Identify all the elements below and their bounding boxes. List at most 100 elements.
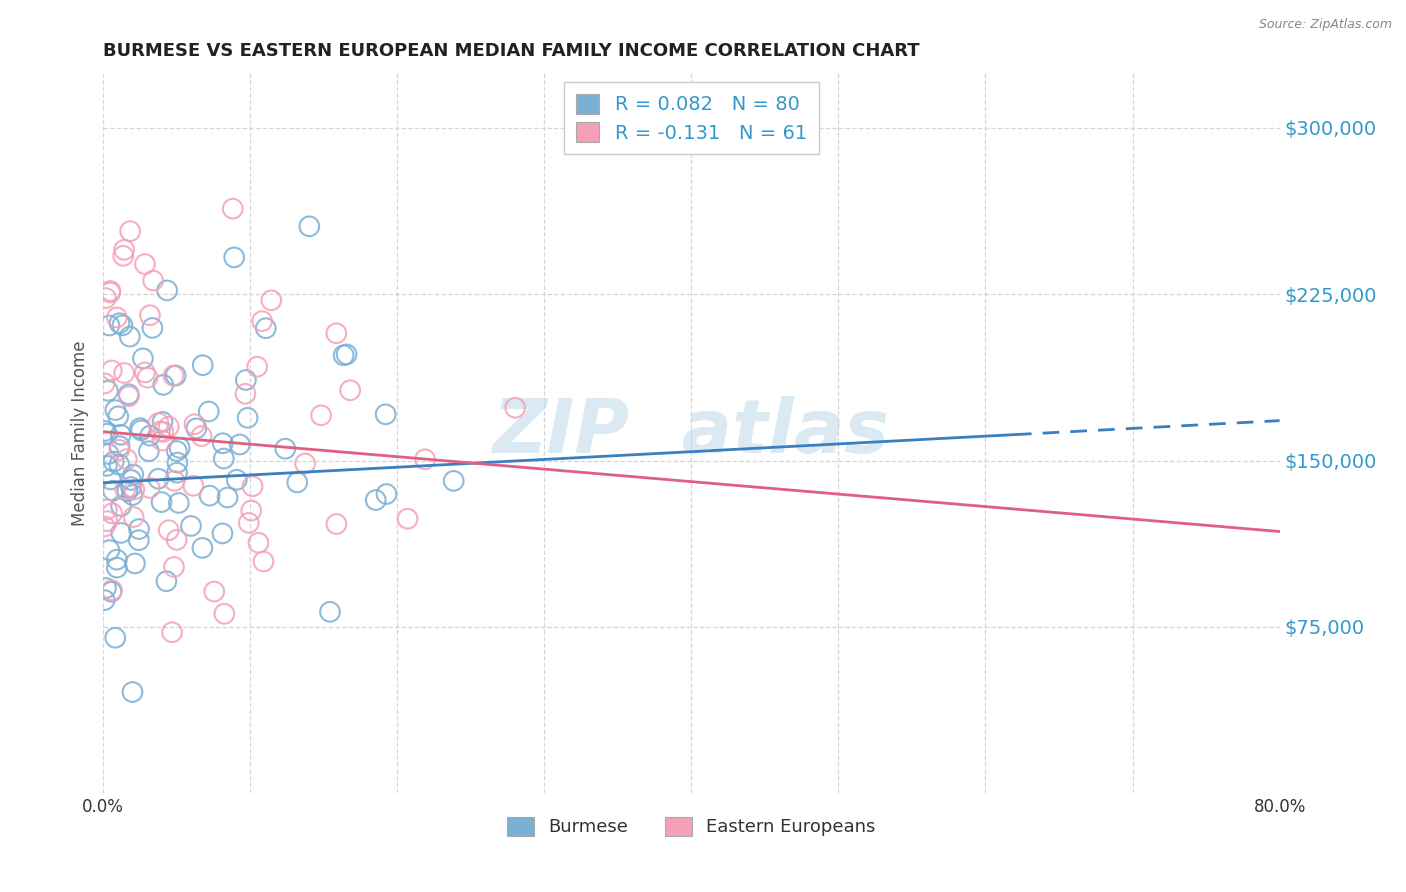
Point — [162, 368, 184, 383]
Point — [139, 308, 162, 322]
Point — [96, 426, 118, 441]
Point — [191, 541, 214, 555]
Point — [166, 456, 188, 470]
Point — [110, 525, 132, 540]
Point — [236, 410, 259, 425]
Point — [97, 384, 120, 398]
Point — [103, 455, 125, 469]
Point — [254, 321, 277, 335]
Point — [139, 428, 162, 442]
Point — [93, 593, 115, 607]
Point — [128, 522, 150, 536]
Point — [364, 493, 387, 508]
Point — [163, 474, 186, 488]
Point — [332, 348, 354, 362]
Point — [98, 285, 121, 300]
Point — [94, 291, 117, 305]
Point — [246, 359, 269, 374]
Point — [101, 363, 124, 377]
Point — [247, 536, 270, 550]
Point — [152, 377, 174, 392]
Point — [128, 533, 150, 548]
Point — [108, 458, 131, 472]
Point — [157, 523, 180, 537]
Point — [238, 516, 260, 530]
Y-axis label: Median Family Income: Median Family Income — [72, 340, 89, 525]
Point — [129, 423, 152, 437]
Point — [197, 404, 219, 418]
Point — [142, 274, 165, 288]
Point — [374, 407, 396, 421]
Point — [110, 427, 132, 442]
Point — [274, 442, 297, 456]
Point — [202, 584, 225, 599]
Point — [93, 376, 115, 391]
Point — [191, 358, 214, 372]
Point — [138, 481, 160, 495]
Point — [235, 386, 257, 401]
Point — [104, 403, 127, 417]
Point — [211, 436, 233, 450]
Point — [138, 444, 160, 458]
Point — [112, 366, 135, 380]
Point — [134, 257, 156, 271]
Point — [224, 251, 246, 265]
Point — [214, 607, 236, 621]
Point — [319, 605, 342, 619]
Point — [101, 583, 124, 598]
Point — [152, 425, 174, 439]
Point — [212, 451, 235, 466]
Text: ZIP  atlas: ZIP atlas — [494, 396, 890, 469]
Point — [181, 479, 204, 493]
Point — [107, 409, 129, 424]
Point — [325, 326, 347, 341]
Point — [156, 284, 179, 298]
Point — [217, 491, 239, 505]
Point — [94, 581, 117, 595]
Point — [105, 560, 128, 574]
Point — [413, 452, 436, 467]
Point — [96, 458, 118, 473]
Point — [150, 495, 173, 509]
Point — [375, 487, 398, 501]
Point — [108, 316, 131, 330]
Point — [152, 415, 174, 429]
Point — [180, 519, 202, 533]
Point — [101, 483, 124, 498]
Point — [120, 224, 142, 238]
Point — [166, 533, 188, 547]
Point — [149, 425, 172, 439]
Point — [165, 368, 187, 383]
Point — [98, 543, 121, 558]
Point — [252, 554, 274, 568]
Point — [112, 243, 135, 257]
Point — [198, 489, 221, 503]
Point — [150, 434, 173, 448]
Point — [100, 284, 122, 298]
Point — [235, 373, 257, 387]
Legend: Burmese, Eastern Europeans: Burmese, Eastern Europeans — [501, 810, 883, 844]
Point — [339, 383, 361, 397]
Point — [118, 329, 141, 343]
Point — [117, 484, 139, 499]
Point — [298, 219, 321, 234]
Point — [155, 574, 177, 589]
Point — [111, 318, 134, 333]
Point — [183, 417, 205, 432]
Point — [120, 480, 142, 494]
Point — [242, 479, 264, 493]
Point — [396, 512, 419, 526]
Point — [93, 519, 115, 533]
Point — [134, 366, 156, 380]
Point — [100, 584, 122, 599]
Point — [186, 421, 208, 435]
Point — [105, 310, 128, 325]
Point — [166, 444, 188, 458]
Point — [118, 387, 141, 401]
Point — [101, 506, 124, 520]
Point — [118, 389, 141, 403]
Point — [120, 473, 142, 487]
Point — [104, 631, 127, 645]
Point — [285, 475, 308, 490]
Point — [443, 474, 465, 488]
